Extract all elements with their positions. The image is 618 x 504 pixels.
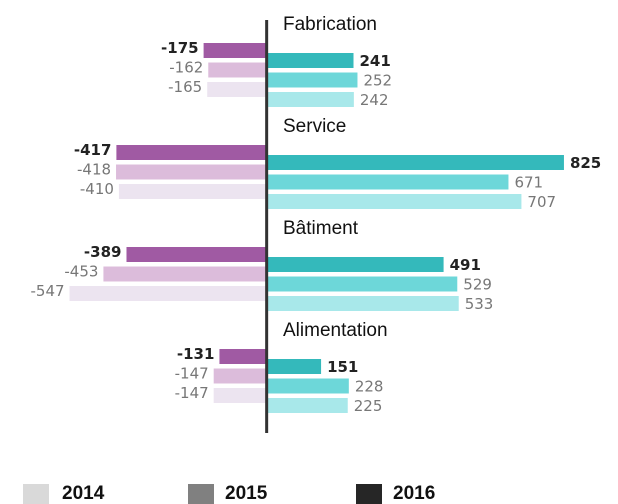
positive-value-label: 671 [514,174,543,192]
positive-bar [266,378,349,394]
legend-swatch [23,484,49,504]
positive-value-label: 242 [360,91,389,109]
negative-bar [118,184,267,199]
positive-bar [266,194,522,209]
positive-value-label: 228 [355,378,384,396]
legend-swatch [188,484,214,504]
positive-bar [266,359,322,374]
negative-bar [213,368,267,384]
category-label: Bâtiment [283,218,359,239]
positive-value-label: 225 [354,397,383,415]
negative-value-label: -453 [64,263,98,281]
category-label: Fabrication [283,14,377,35]
category-label: Alimentation [283,320,388,341]
negative-bar [116,145,267,160]
negative-bar [207,82,267,97]
negative-value-label: -147 [175,365,209,383]
positive-value-label: 491 [450,256,481,274]
negative-value-label: -175 [161,39,199,57]
negative-value-label: -162 [169,59,203,77]
negative-value-label: -147 [175,384,209,402]
legend-label: 2016 [393,483,435,504]
positive-bar [266,92,354,107]
negative-bar [208,62,267,78]
positive-value-label: 241 [360,52,391,70]
negative-bar [203,43,267,58]
positive-value-label: 707 [527,193,556,211]
positive-bar [266,155,564,170]
legend-label: 2015 [225,483,268,504]
negative-bar [126,247,267,262]
positive-bar [266,257,444,272]
positive-bar [266,296,459,311]
positive-bar [266,72,358,88]
positive-value-label: 252 [363,72,392,90]
negative-value-label: -418 [77,161,111,179]
positive-bar [266,174,509,190]
negative-bar [213,388,267,403]
negative-value-label: -165 [168,78,202,96]
negative-bar [103,266,267,282]
negative-bar [219,349,267,364]
positive-value-label: 533 [465,295,494,313]
positive-bar [266,276,458,292]
legend-swatch [356,484,382,504]
positive-bar [266,53,354,68]
negative-bar [116,164,267,180]
category-label: Service [283,116,346,137]
negative-value-label: -389 [84,243,122,261]
negative-value-label: -131 [177,345,215,363]
legend-label: 2014 [62,483,105,504]
positive-value-label: 529 [463,276,492,294]
negative-bar [69,286,267,301]
negative-value-label: -410 [80,180,114,198]
positive-value-label: 151 [327,358,358,376]
positive-value-label: 825 [570,154,601,172]
positive-bar [266,398,348,413]
negative-value-label: -417 [74,141,112,159]
negative-value-label: -547 [31,282,65,300]
